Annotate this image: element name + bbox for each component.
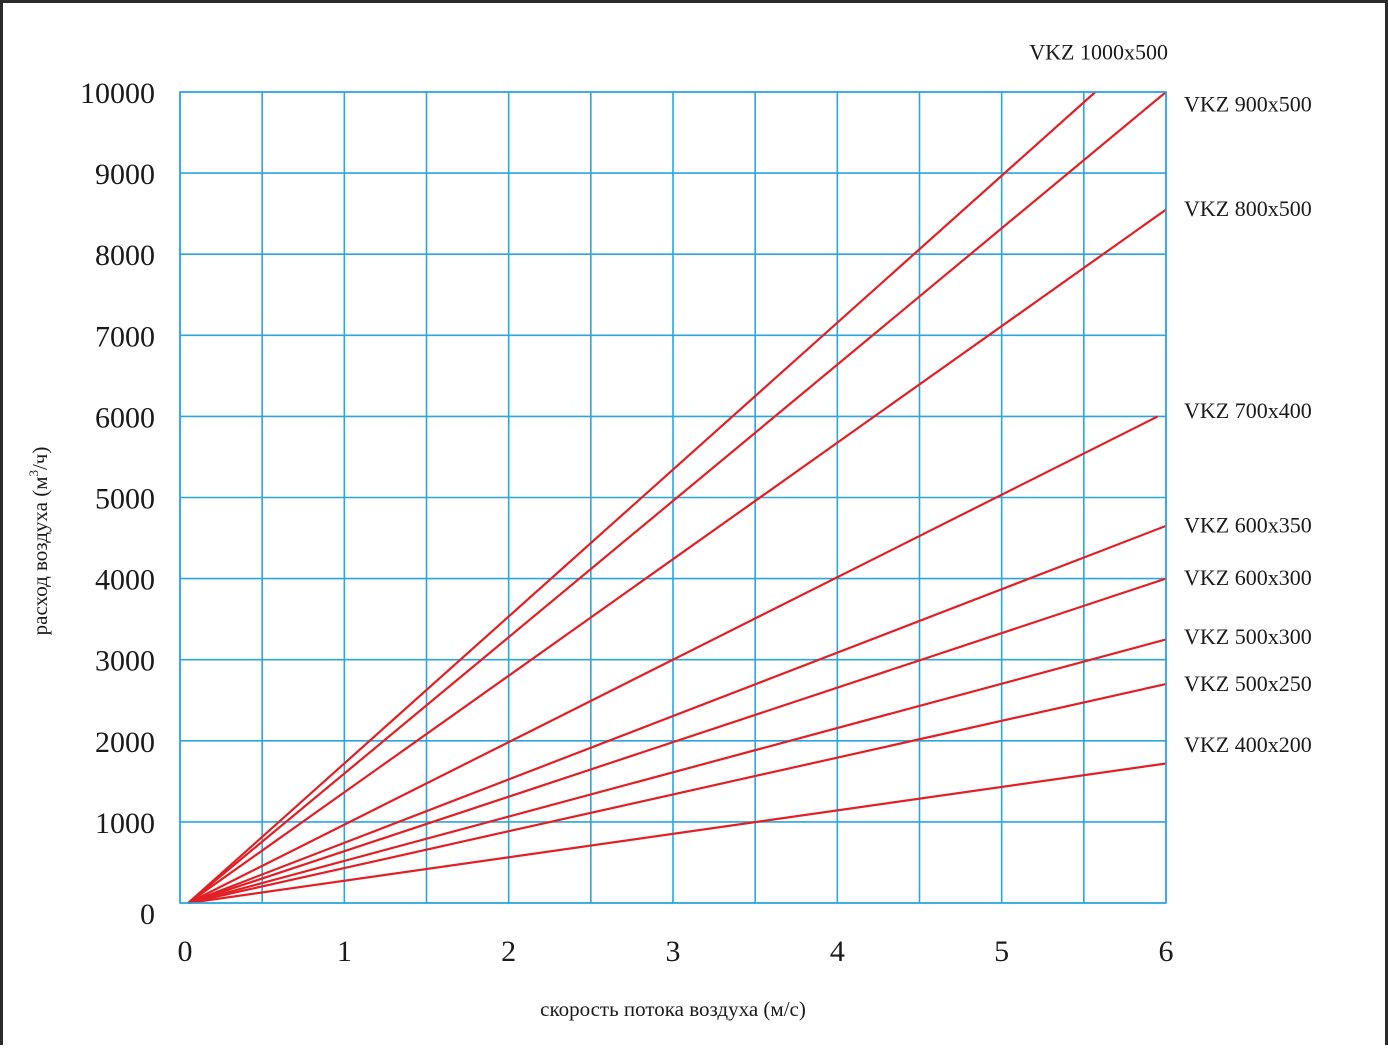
- y-tick-label: 0: [140, 898, 155, 931]
- series-label: VKZ 500x250: [1184, 671, 1312, 696]
- x-tick-labels: 0 1 2 3 4 5 6: [178, 935, 1174, 968]
- y-axis-title: расход воздуха (м3/ч): [26, 447, 52, 636]
- series-line: [187, 638, 1167, 905]
- series-line: [187, 682, 1167, 905]
- x-tick-label: 4: [830, 935, 845, 968]
- y-axis-title-sup: 3: [26, 470, 41, 477]
- series-label: VKZ 600x350: [1184, 512, 1312, 537]
- y-tick-labels: 0 1000 2000 3000 4000 5000 6000 7000 8000 9000 100…: [80, 77, 155, 931]
- chart-svg: 0100020003000400050006000700080009000100…: [26, 39, 1312, 1021]
- y-axis-title-tail: /ч): [28, 447, 52, 470]
- y-tick-label: 6000: [95, 401, 155, 434]
- x-tick-label: 5: [994, 935, 1009, 968]
- y-tick-label: 5000: [95, 483, 155, 516]
- series-label: VKZ 500x300: [1184, 624, 1312, 649]
- series-label: VKZ 700x400: [1184, 398, 1312, 423]
- x-axis-title: скорость потока воздуха (м/с): [540, 997, 806, 1021]
- plot-area-border: [179, 91, 1167, 904]
- x-tick-label: 3: [666, 935, 681, 968]
- series-label: VKZ 400x200: [1184, 732, 1312, 757]
- series-label: VKZ 900x500: [1184, 91, 1312, 116]
- series-lines: [187, 91, 1167, 905]
- series-line: [187, 577, 1167, 905]
- y-tick-label: 4000: [95, 564, 155, 597]
- y-tick-label: 9000: [95, 158, 155, 191]
- series-line: [187, 208, 1167, 904]
- series-line: [188, 762, 1167, 905]
- y-tick-label: 10000: [80, 77, 155, 110]
- y-tick-label: 7000: [95, 320, 155, 353]
- series-label: VKZ 800x500: [1184, 196, 1312, 221]
- series-labels: VKZ 1000x500 VKZ 900x500 VKZ 800x500 VKZ 70…: [1029, 39, 1311, 757]
- series-line: [187, 524, 1167, 905]
- x-tick-label: 2: [501, 935, 516, 968]
- y-tick-label: 2000: [95, 726, 155, 759]
- series-line: [187, 415, 1159, 904]
- x-tick-label: 0: [178, 935, 193, 968]
- x-tick-label: 6: [1159, 935, 1174, 968]
- y-axis-title-main: расход воздуха (м: [28, 477, 52, 636]
- y-tick-label: 3000: [95, 645, 155, 678]
- y-tick-label: 8000: [95, 239, 155, 272]
- series-label: VKZ 1000x500: [1029, 39, 1168, 64]
- y-tick-label: 1000: [95, 807, 155, 840]
- series-line: [187, 91, 1097, 904]
- series-line: [187, 91, 1167, 904]
- x-tick-label: 1: [337, 935, 352, 968]
- series-label: VKZ 600x300: [1184, 565, 1312, 590]
